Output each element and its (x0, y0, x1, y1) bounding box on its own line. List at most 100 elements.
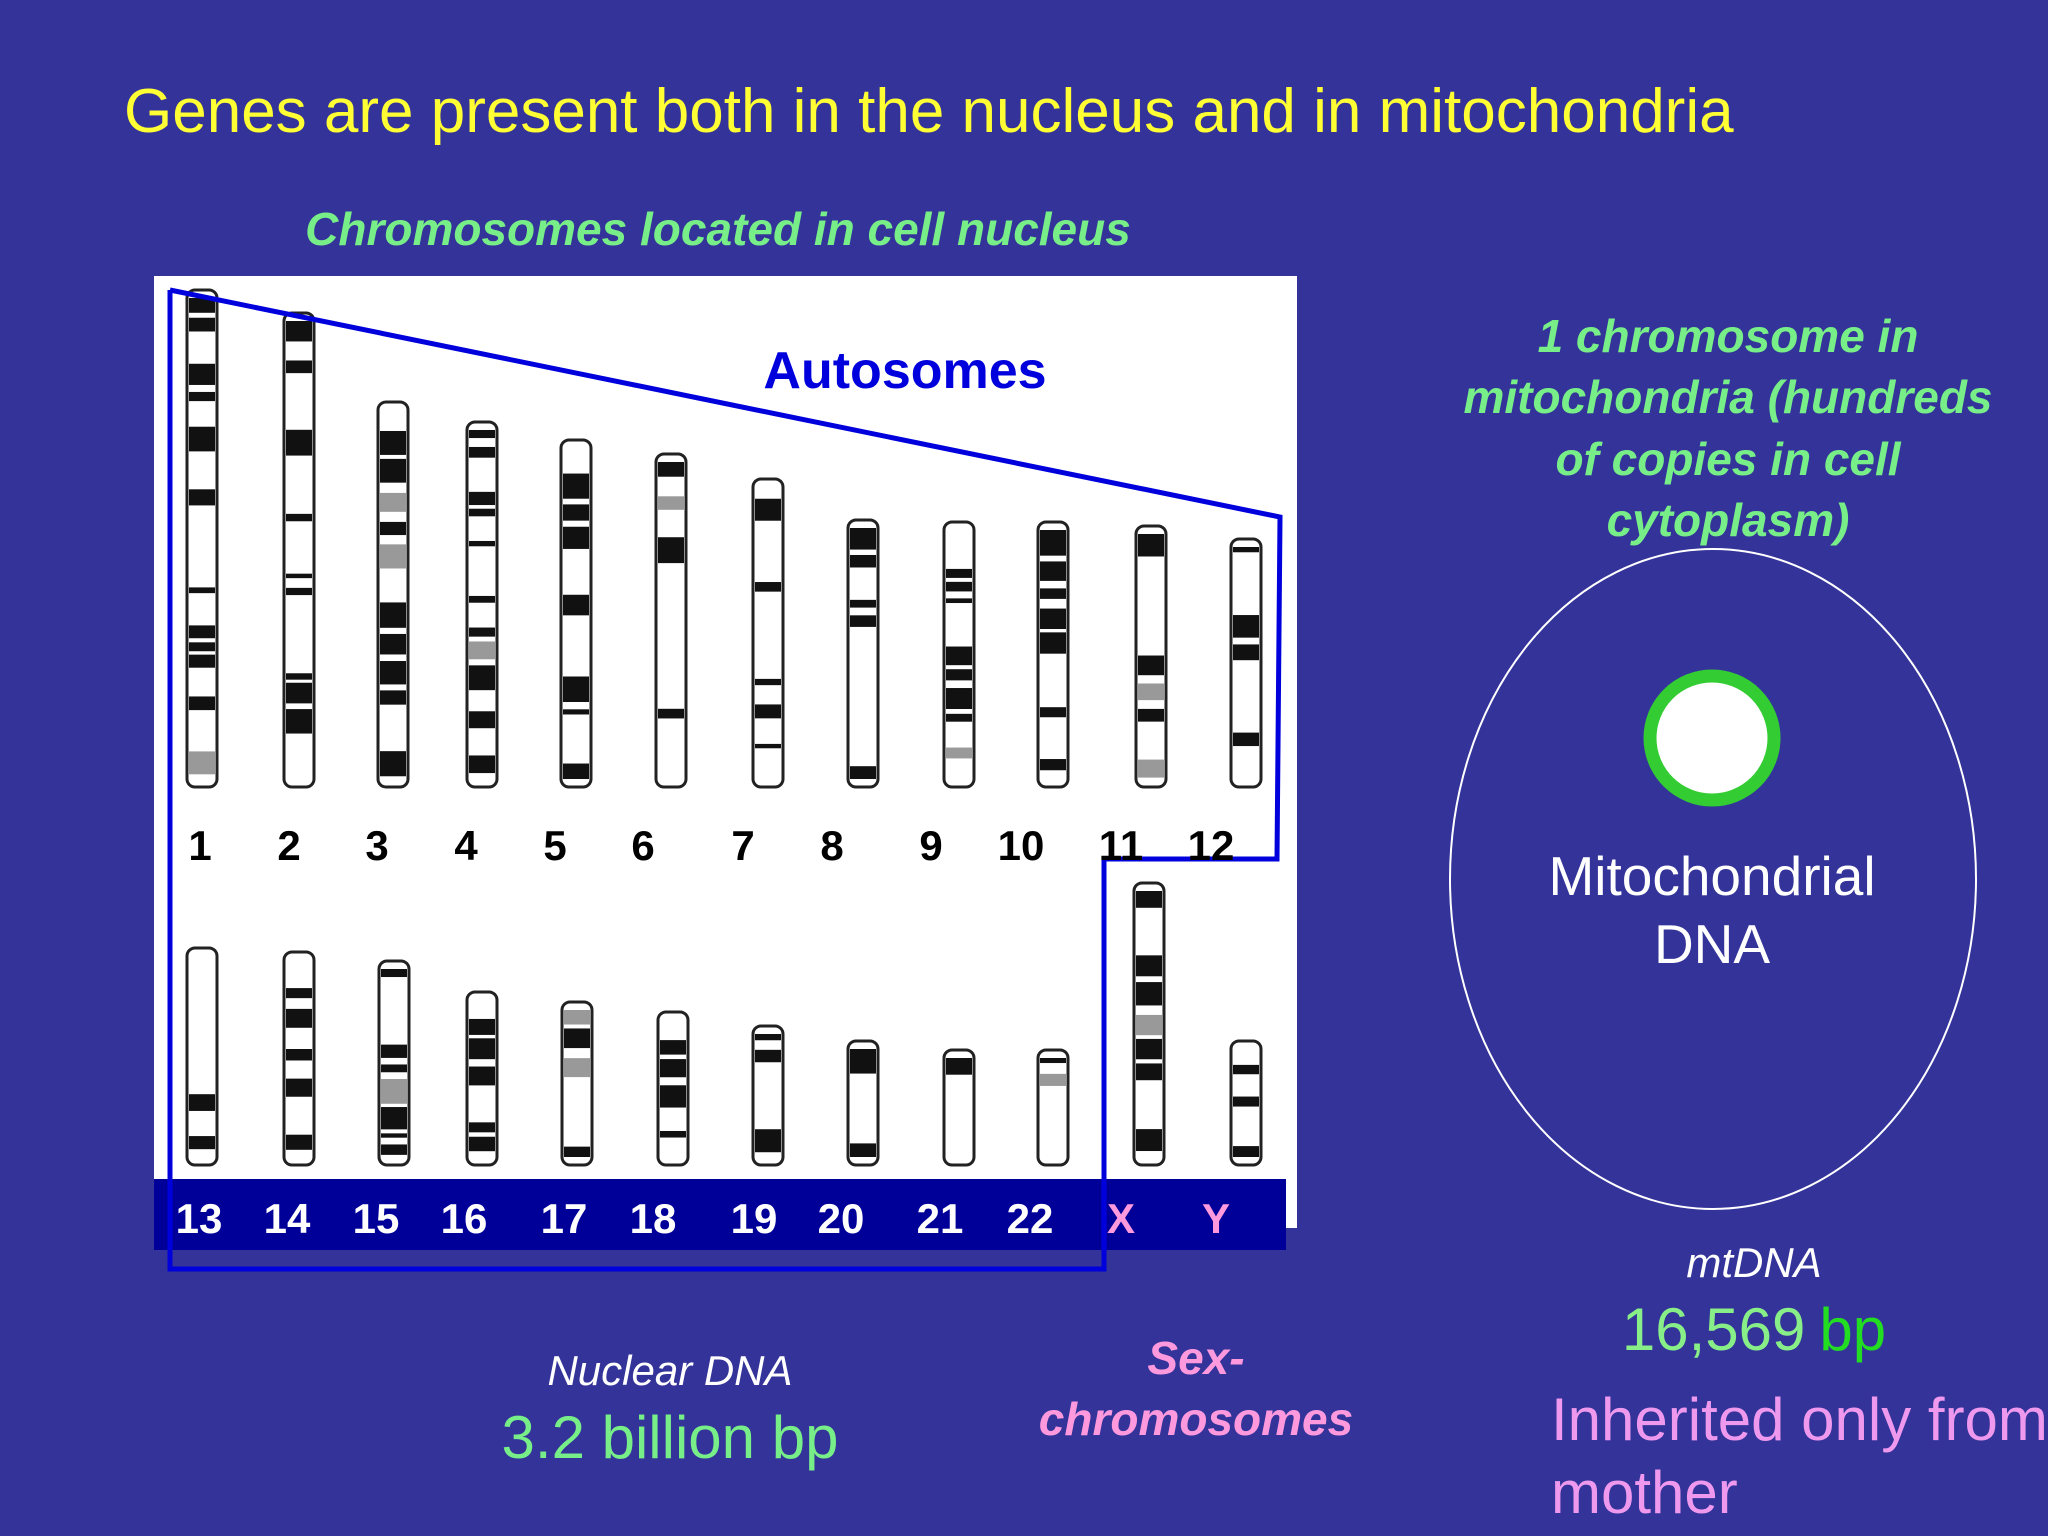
chromosome-label: 5 (543, 822, 566, 869)
mitochondrion (1449, 548, 1977, 1210)
chromosome-label: 17 (541, 1195, 588, 1242)
chromosome-band (189, 391, 215, 402)
nuclear-dna-label: Nuclear DNA (547, 1347, 792, 1394)
chromosome-band (1040, 608, 1066, 630)
chromosome (465, 420, 499, 789)
chromosome-band (1138, 655, 1164, 676)
chromosome-band (286, 673, 312, 680)
chromosome-label: 15 (353, 1195, 400, 1242)
chromosome-band (381, 1044, 407, 1058)
chromosome-band (660, 1040, 686, 1055)
mtdna-size: 16,569 (1622, 1296, 1806, 1363)
chromosome-label: 11 (1099, 822, 1143, 869)
chromosome-band (850, 599, 876, 608)
nuclear-dna-size: 3.2 billion bp (502, 1404, 839, 1471)
chromosome-band (946, 1058, 972, 1075)
chromosome-band (286, 988, 312, 999)
chromosome-band (381, 1144, 407, 1155)
chromosome-band (380, 633, 406, 655)
chromosome-band (469, 755, 495, 774)
chromosome-band (286, 573, 312, 579)
chromosome-band (1233, 644, 1259, 661)
chromosome-band (286, 513, 312, 522)
slide-title: Genes are present both in the nucleus an… (124, 77, 1734, 146)
chromosome-band (469, 595, 495, 603)
chromosome (1036, 520, 1070, 789)
chromosome-band (189, 363, 215, 385)
sex-chromosome-label: Y (1202, 1195, 1230, 1242)
chromosome-label: 1 (188, 822, 211, 869)
chromosome-band (1136, 1063, 1162, 1081)
chromosome-band (286, 1008, 312, 1028)
chromosome-band (1040, 759, 1066, 771)
chromosome-band (189, 654, 215, 668)
chromosome-band (850, 554, 876, 568)
mito-circle-label: DNA (1654, 913, 1770, 975)
chromosome-band (946, 669, 972, 681)
chromosome-band (946, 568, 972, 578)
chromosome-band (380, 430, 406, 455)
chromosomes (185, 288, 1263, 1167)
chromosome (846, 518, 880, 789)
chromosome-band (1136, 982, 1162, 1006)
chromosome-band (286, 709, 312, 734)
chromosome-band (286, 429, 312, 456)
chromosome-label: 3 (365, 822, 388, 869)
chromosome-band (189, 426, 215, 452)
chromosome-band (189, 1094, 215, 1111)
chromosome-band (946, 747, 972, 759)
chromosome-band (1136, 891, 1162, 908)
chromosome-band (381, 1079, 407, 1104)
chromosome-band (563, 526, 589, 549)
chromosome-label: 4 (454, 822, 478, 869)
chromosome-band (946, 646, 972, 666)
chromosome-band (380, 751, 406, 777)
chromosome-band (1136, 1129, 1162, 1152)
chromosome-label: 9 (919, 822, 942, 869)
chromosome-band (286, 682, 312, 704)
chromosome-band (563, 676, 589, 702)
chromosome-band (1138, 759, 1164, 778)
chromosome-band (469, 641, 495, 660)
chromosome-band (189, 642, 215, 652)
chromosome-band (658, 496, 684, 510)
chromosome-band (189, 317, 215, 332)
chromosome-band (850, 766, 876, 779)
chromosome-band (1233, 1146, 1259, 1157)
chromosome-band (380, 661, 406, 685)
mito-heading: cytoplasm) (1607, 494, 1850, 546)
chromosome-band (469, 665, 495, 691)
chromosome-band (850, 615, 876, 627)
chromosome-band (946, 581, 972, 592)
chromosome-band (469, 711, 495, 729)
chromosome-band (563, 473, 589, 499)
chromosome-band (380, 492, 406, 512)
chromosome-band (1233, 1064, 1259, 1075)
chromosome-band (189, 587, 215, 594)
chromosome-band (564, 1058, 590, 1078)
chromosome-band (189, 1136, 215, 1150)
chromosome-band (755, 678, 781, 686)
mtdna-label: mtDNA (1686, 1239, 1821, 1286)
chromosome-band (469, 1038, 495, 1060)
chromosome-band (564, 1028, 590, 1049)
chromosome-band (755, 1049, 781, 1063)
chromosome-band (1040, 561, 1066, 581)
chromosome-band (380, 521, 406, 536)
chromosome-band (469, 627, 495, 637)
chromosome-band (469, 430, 495, 439)
chromosome-band (660, 1059, 686, 1078)
chromosome-label: 18 (630, 1195, 677, 1242)
mtdna-unit: bp (1819, 1296, 1886, 1363)
inheritance: Inherited only from (1551, 1386, 2048, 1453)
chromosome-band (1136, 1038, 1162, 1060)
chromosome-band (755, 1034, 781, 1041)
chromosome (751, 477, 785, 789)
chromosome-band (189, 696, 215, 711)
chromosome-band (469, 1066, 495, 1086)
chromosome-band (469, 491, 495, 506)
chromosome-band (563, 709, 589, 715)
mito-heading: mitochondria (hundreds (1464, 371, 1993, 423)
chromosome-band (380, 690, 406, 705)
